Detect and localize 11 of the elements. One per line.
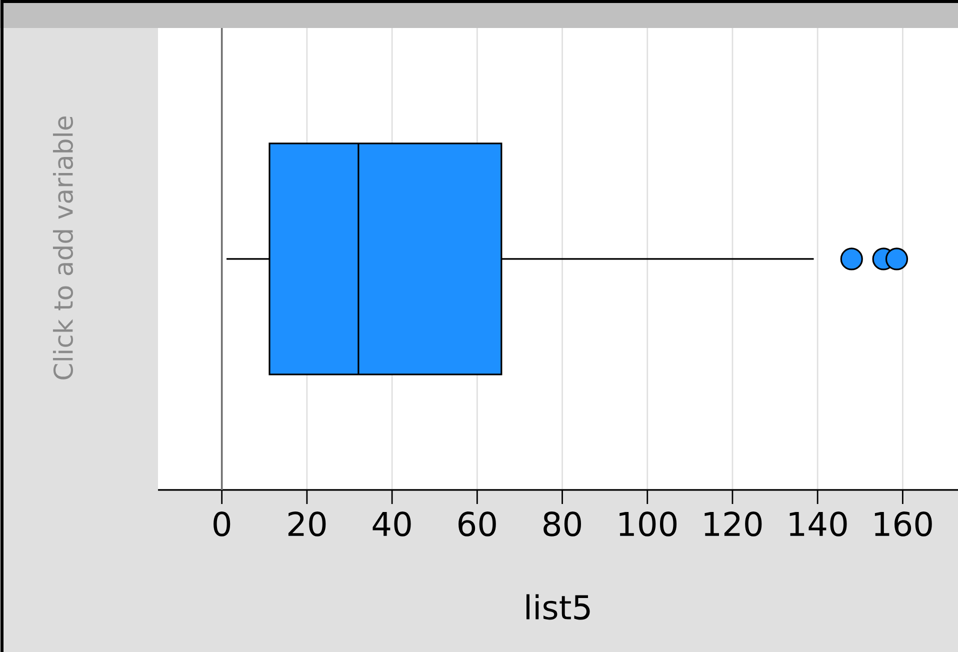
x-tick-label: 80: [544, 512, 581, 536]
x-axis-title: list5: [526, 594, 590, 620]
x-tick-label: 60: [458, 512, 496, 536]
x-tick-label: 20: [288, 512, 326, 536]
x-tick-label: 100: [620, 512, 677, 536]
y-axis-title: Click to add variable: [52, 116, 74, 380]
x-tick-label: 160: [874, 512, 932, 536]
x-tick-label: 0: [214, 512, 230, 536]
x-tick-label: 140: [790, 512, 847, 536]
x-tick-label: 40: [372, 512, 411, 536]
x-tick-label: 120: [704, 512, 762, 536]
